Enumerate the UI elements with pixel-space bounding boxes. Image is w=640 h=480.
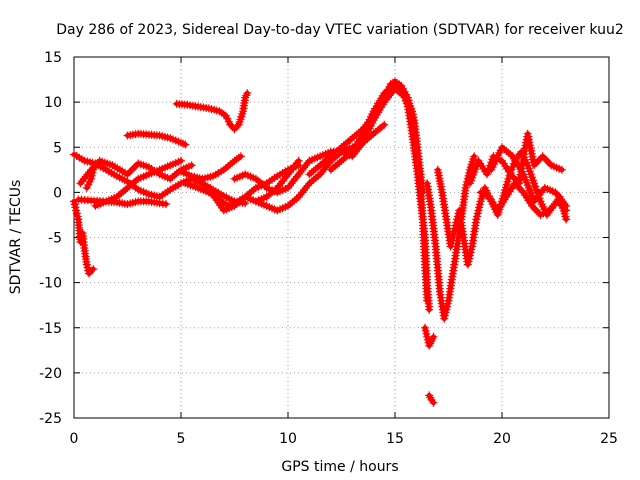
chart-title: Day 286 of 2023, Sidereal Day-to-day VTE… — [56, 22, 624, 38]
axis-ticks — [73, 56, 610, 419]
series-arc-p — [421, 323, 438, 350]
y-tick-label: -10 — [39, 276, 62, 292]
series-arc-d — [91, 156, 185, 210]
data-point-marker — [243, 89, 252, 98]
series-arc-e — [70, 197, 98, 278]
data-point-marker — [177, 156, 185, 165]
data-point-marker — [429, 332, 438, 341]
y-tick-label: 10 — [44, 95, 62, 111]
data-point-marker — [562, 201, 571, 210]
y-tick-label: -5 — [48, 231, 62, 247]
series-arc-h — [172, 89, 252, 134]
data-point-marker — [91, 161, 100, 170]
y-tick-label: -20 — [39, 366, 62, 382]
data-point-marker — [557, 165, 566, 174]
data-point-marker — [89, 265, 98, 274]
y-tick-label: -15 — [39, 321, 62, 337]
x-axis-label: GPS time / hours — [281, 459, 398, 475]
series-arc-r — [423, 152, 479, 323]
data-series — [70, 77, 571, 407]
y-tick-label: 15 — [44, 50, 62, 66]
data-point-marker — [380, 120, 389, 129]
series-arc-v — [487, 143, 571, 210]
tick-labels: 0 5 10 15 20 25 15 10 5 0 -5 -10 -15 -20 -25 — [39, 50, 618, 447]
data-point-marker — [470, 152, 479, 161]
data-point-marker — [429, 398, 438, 407]
data-point-marker — [562, 215, 571, 224]
series-arc-m — [251, 156, 303, 206]
x-tick-label: 0 — [70, 431, 79, 447]
series-arc-g — [123, 129, 190, 149]
y-tick-label: -25 — [39, 411, 62, 427]
data-point-marker — [425, 305, 434, 314]
series-arc-j — [177, 152, 245, 183]
series-arc-l — [230, 84, 432, 305]
y-axis-label: SDTVAR / TECUs — [8, 180, 24, 295]
y-tick-label: 5 — [53, 140, 62, 156]
y-tick-label: 0 — [53, 185, 62, 201]
series-arc-q — [425, 391, 438, 407]
series-arc-f — [82, 161, 100, 192]
data-point-marker — [187, 161, 196, 170]
x-tick-label: 5 — [177, 431, 186, 447]
series-arc-u — [476, 179, 571, 219]
x-tick-label: 15 — [386, 431, 404, 447]
data-point-marker — [236, 152, 245, 161]
series-arc-o — [326, 80, 434, 314]
grid-lines — [74, 57, 609, 418]
x-tick-label: 10 — [279, 431, 297, 447]
data-point-marker — [162, 200, 170, 209]
data-point-marker — [181, 140, 190, 149]
x-tick-label: 20 — [493, 431, 511, 447]
data-point-marker — [294, 156, 303, 165]
x-tick-label: 25 — [600, 431, 618, 447]
